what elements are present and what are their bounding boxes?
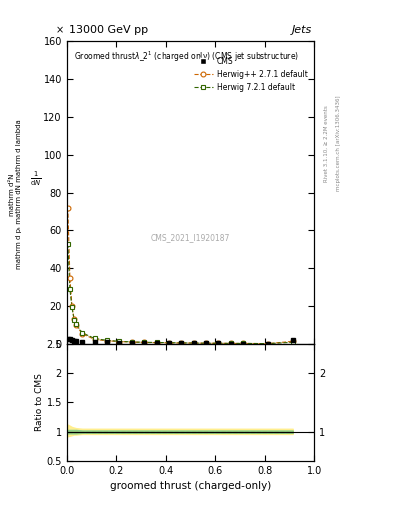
Text: 13000 GeV pp: 13000 GeV pp — [69, 25, 149, 35]
Legend: CMS, Herwig++ 2.7.1 default, Herwig 7.2.1 default: CMS, Herwig++ 2.7.1 default, Herwig 7.2.… — [191, 54, 310, 95]
X-axis label: groomed thrust (charged-only): groomed thrust (charged-only) — [110, 481, 271, 491]
Text: $\frac{1}{\mathrm{d}N}$: $\frac{1}{\mathrm{d}N}$ — [29, 170, 41, 188]
Text: mathrm d²N
mathrm d pₜ mathrm dN mathrm d lambda: mathrm d²N mathrm d pₜ mathrm dN mathrm … — [9, 120, 22, 269]
Text: Groomed thrust$\lambda\_2^1$ (charged only) (CMS jet substructure): Groomed thrust$\lambda\_2^1$ (charged on… — [74, 50, 299, 65]
Text: $\times$: $\times$ — [55, 25, 64, 35]
Text: mcplots.cern.ch [arXiv:1306.3436]: mcplots.cern.ch [arXiv:1306.3436] — [336, 96, 341, 191]
Y-axis label: Ratio to CMS: Ratio to CMS — [35, 374, 44, 432]
Text: Rivet 3.1.10, ≥ 2.2M events: Rivet 3.1.10, ≥ 2.2M events — [324, 105, 329, 182]
Text: CMS_2021_I1920187: CMS_2021_I1920187 — [151, 233, 230, 243]
Text: Jets: Jets — [292, 25, 312, 35]
